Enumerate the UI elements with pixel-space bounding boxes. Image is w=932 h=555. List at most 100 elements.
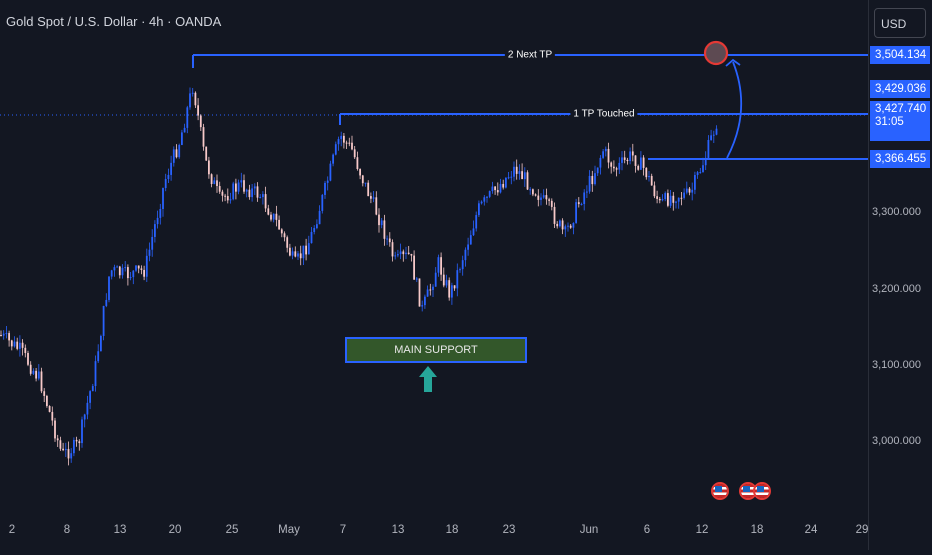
candle-body	[432, 286, 434, 290]
candle-body	[402, 251, 405, 255]
next-tp-label: 2 Next TP	[504, 49, 556, 61]
candle-body	[486, 196, 488, 198]
candle-body	[586, 191, 588, 193]
candle-body	[162, 188, 164, 209]
candle-body	[626, 159, 629, 162]
candle-body	[380, 220, 383, 226]
candle-body	[191, 92, 194, 94]
candle-body	[715, 128, 718, 135]
candle-body	[67, 448, 70, 459]
candle-body	[591, 175, 594, 185]
candle-body	[618, 162, 621, 170]
candle-body	[148, 249, 151, 256]
x-label: May	[278, 524, 300, 536]
candle-body	[669, 195, 672, 206]
candle-body	[59, 440, 62, 449]
candle-body	[224, 195, 226, 197]
candle-body	[575, 202, 577, 223]
candle-body	[410, 253, 413, 256]
candle-body	[35, 370, 37, 379]
x-label: 6	[643, 524, 651, 536]
candle-body	[278, 219, 280, 230]
candle-body	[5, 333, 8, 335]
x-label: 8	[63, 524, 71, 536]
chart-area[interactable]: Gold Spot / U.S. Dollar · 4h · OANDA 2 N…	[0, 0, 868, 550]
candle-body	[13, 341, 16, 347]
candle-body	[108, 276, 110, 300]
next-tp-price-tag: 3,504.134	[870, 46, 930, 64]
target-circle-icon	[703, 40, 729, 66]
candle-body	[118, 266, 121, 276]
candles	[0, 87, 718, 466]
candle-body	[127, 267, 129, 279]
candle-body	[577, 202, 580, 205]
candle-body	[505, 177, 507, 188]
x-label: 12	[695, 524, 709, 536]
candle-body	[170, 162, 172, 175]
candle-body	[110, 270, 113, 277]
candle-body	[54, 420, 56, 439]
candle-body	[712, 134, 715, 136]
candle-body	[345, 142, 348, 144]
candle-body	[197, 105, 199, 116]
candle-body	[391, 242, 394, 257]
price-tick: 3,000.000	[872, 435, 921, 447]
candle-body	[356, 157, 359, 170]
candle-body	[645, 167, 648, 178]
candle-body	[631, 151, 634, 156]
candle-body	[208, 160, 210, 175]
candle-body	[199, 115, 202, 128]
candle-body	[332, 154, 334, 164]
candle-body	[46, 395, 48, 406]
candle-body	[140, 268, 143, 270]
candle-body	[334, 144, 337, 155]
candle-body	[156, 217, 159, 225]
us-flag-icon[interactable]	[711, 482, 729, 500]
candle-body	[483, 197, 486, 202]
candle-body	[583, 192, 586, 204]
candle-body	[324, 182, 326, 195]
candle-body	[329, 163, 332, 181]
candle-body	[275, 213, 278, 220]
candle-body	[56, 438, 59, 441]
candle-body	[226, 196, 229, 201]
x-label: 18	[750, 524, 764, 536]
candle-body	[307, 243, 310, 255]
candle-body	[81, 419, 83, 444]
currency-selector-button[interactable]: USD	[874, 8, 926, 38]
price-tick: 3,300.000	[872, 206, 921, 218]
candle-body	[667, 193, 669, 206]
candle-body	[64, 448, 67, 451]
candle-body	[264, 194, 267, 209]
candle-body	[343, 135, 345, 143]
candle-body	[27, 352, 29, 365]
up-arrow-icon	[419, 366, 437, 392]
candle-body	[415, 278, 418, 280]
candle-body	[553, 206, 556, 224]
entry-price-tag: 3,366.455	[870, 150, 930, 168]
candle-body	[43, 391, 46, 396]
candle-body	[259, 197, 262, 199]
candle-body	[10, 340, 13, 347]
candle-body	[596, 167, 599, 174]
candle-body	[372, 197, 375, 199]
candle-body	[556, 223, 559, 227]
main-support-box[interactable]: MAIN SUPPORT	[345, 337, 527, 363]
candle-body	[305, 245, 307, 255]
candle-body	[189, 93, 191, 108]
candle-body	[326, 180, 329, 183]
candle-body	[656, 196, 658, 199]
curved-arrow-head	[725, 58, 741, 67]
candlestick-chart[interactable]	[0, 0, 868, 550]
tp-touched-label: 1 TP Touched	[570, 108, 638, 120]
candle-body	[272, 213, 275, 220]
candle-body	[661, 199, 664, 201]
candle-body	[19, 342, 21, 349]
tp-touched-price-tag: 3,429.036	[870, 80, 930, 98]
candle-body	[229, 199, 232, 201]
current-price-tag: 3,427.740 31:05	[870, 101, 930, 141]
candle-body	[89, 391, 91, 403]
candle-body	[186, 107, 189, 128]
us-flag-icon[interactable]	[753, 482, 771, 500]
candle-body	[467, 244, 469, 250]
